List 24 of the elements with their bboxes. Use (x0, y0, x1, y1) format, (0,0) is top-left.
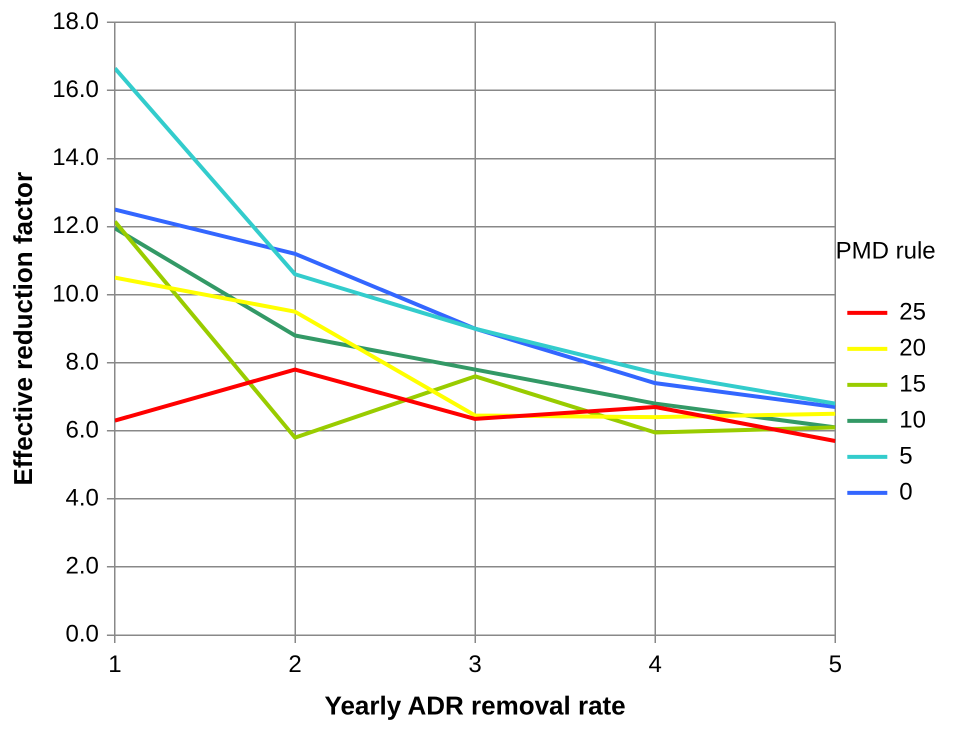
x-tick-label: 1 (108, 651, 122, 678)
legend-label: 5 (899, 442, 913, 470)
y-axis-title: Effective reduction factor (8, 172, 38, 486)
legend-title: PMD rule (836, 238, 936, 265)
x-tick-label: 2 (288, 651, 302, 678)
y-tick-label: 18.0 (52, 8, 99, 36)
x-axis-title: Yearly ADR removal rate (324, 690, 626, 721)
y-tick-label: 16.0 (52, 76, 99, 104)
y-tick-label: 4.0 (66, 484, 99, 512)
y-tick-label: 10.0 (52, 280, 99, 308)
y-tick-label: 14.0 (52, 144, 99, 172)
y-tick-label: 6.0 (66, 416, 99, 444)
legend-label: 10 (899, 406, 926, 434)
y-tick-label: 0.0 (66, 620, 99, 648)
legend-label: 25 (899, 298, 926, 326)
x-tick-label: 4 (648, 651, 662, 678)
y-tick-label: 8.0 (66, 348, 99, 376)
legend-label: 0 (899, 478, 913, 506)
y-tick-label: 2.0 (66, 552, 99, 580)
y-tick-label: 12.0 (52, 212, 99, 240)
x-tick-label: 5 (828, 651, 842, 678)
legend-label: 20 (899, 334, 926, 362)
x-tick-label: 3 (468, 651, 482, 678)
legend-label: 15 (899, 370, 926, 398)
